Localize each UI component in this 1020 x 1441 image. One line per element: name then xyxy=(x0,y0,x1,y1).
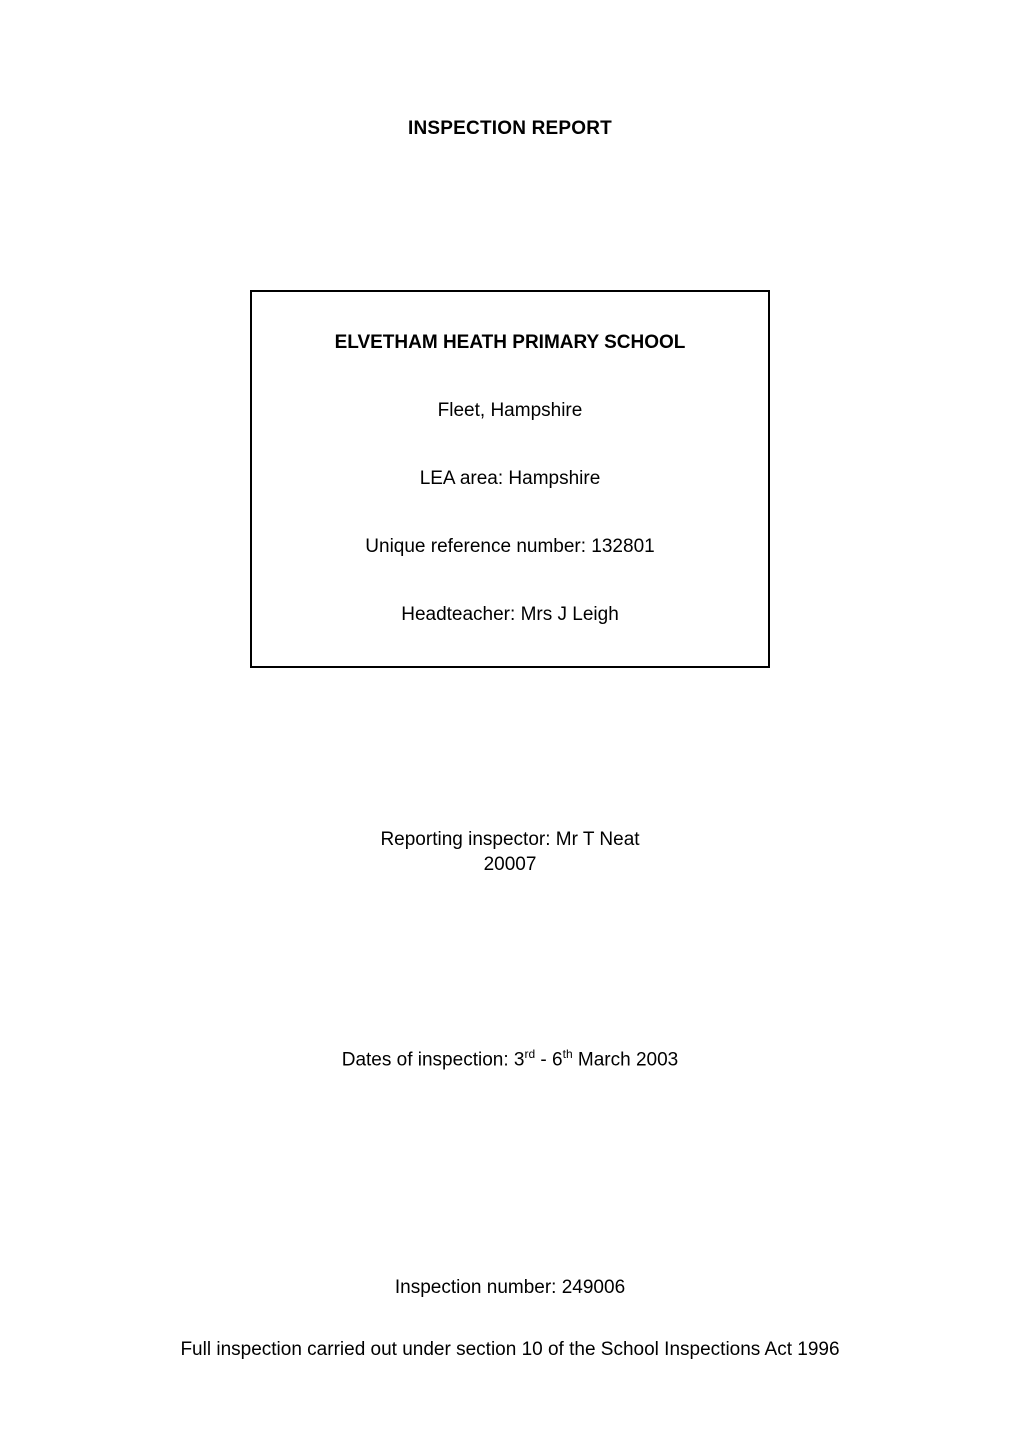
school-info-box: ELVETHAM HEATH PRIMARY SCHOOL Fleet, Ham… xyxy=(250,290,770,668)
inspection-number-value: 249006 xyxy=(562,1277,625,1298)
lea-area-label: LEA area: xyxy=(420,468,509,489)
inspection-dates: Dates of inspection: 3rd - 6th March 200… xyxy=(342,1047,679,1071)
reporting-inspector-id: 20007 xyxy=(380,853,639,878)
headteacher-label: Headteacher: xyxy=(401,604,520,625)
dates-day-to: 6 xyxy=(552,1050,563,1071)
inspection-number-label: Inspection number: xyxy=(395,1277,562,1298)
report-heading: INSPECTION REPORT xyxy=(408,118,612,140)
reporting-inspector-block: Reporting inspector: Mr T Neat 20007 xyxy=(380,828,639,877)
urn-value: 132801 xyxy=(591,536,654,557)
dates-label: Dates of inspection: xyxy=(342,1050,514,1071)
footer-statement: Full inspection carried out under sectio… xyxy=(180,1339,839,1361)
lea-area-value: Hampshire xyxy=(508,468,600,489)
page: INSPECTION REPORT ELVETHAM HEATH PRIMARY… xyxy=(0,0,1020,1441)
reporting-inspector-name: Mr T Neat xyxy=(556,829,640,850)
inspection-number: Inspection number: 249006 xyxy=(395,1277,625,1299)
reporting-inspector-line: Reporting inspector: Mr T Neat xyxy=(380,828,639,853)
dates-ord-to: th xyxy=(563,1047,573,1061)
reporting-inspector-label: Reporting inspector: xyxy=(380,829,555,850)
dates-day-from: 3 xyxy=(514,1050,525,1071)
urn-label: Unique reference number: xyxy=(365,536,591,557)
dates-ord-from: rd xyxy=(524,1047,535,1061)
headteacher: Headteacher: Mrs J Leigh xyxy=(272,604,748,626)
school-location: Fleet, Hampshire xyxy=(272,400,748,422)
school-name: ELVETHAM HEATH PRIMARY SCHOOL xyxy=(272,332,748,354)
unique-reference-number: Unique reference number: 132801 xyxy=(272,536,748,558)
headteacher-value: Mrs J Leigh xyxy=(521,604,619,625)
dates-sep: - xyxy=(535,1050,552,1071)
dates-rest: March 2003 xyxy=(573,1050,679,1071)
lea-area: LEA area: Hampshire xyxy=(272,468,748,490)
